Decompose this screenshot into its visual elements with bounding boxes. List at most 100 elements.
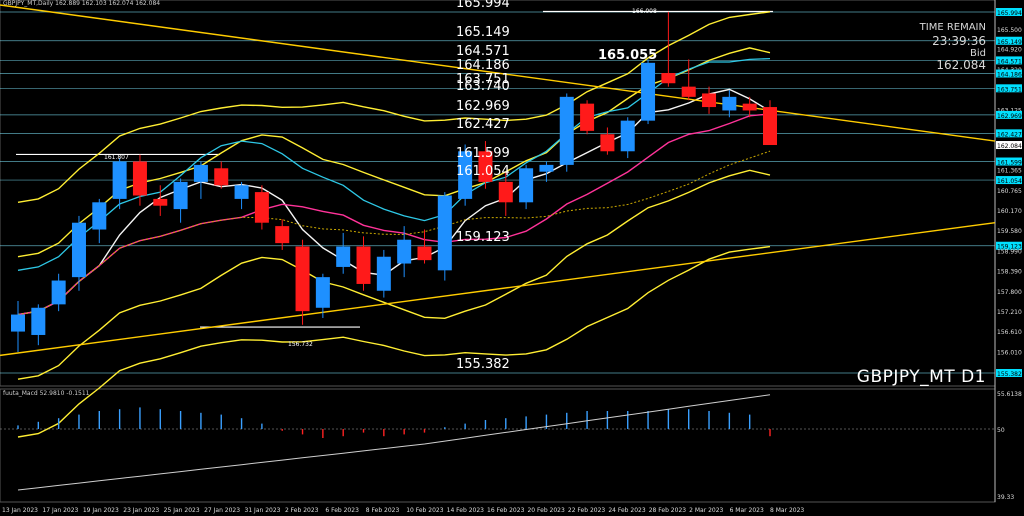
level-label: 155.382 <box>456 357 510 372</box>
cyan-line <box>17 57 771 271</box>
price-tick: 162.969 <box>997 113 1022 120</box>
price-tick: 164.571 <box>997 58 1022 65</box>
date-tick: 6 Mar 2023 <box>730 507 764 514</box>
resistance-trendline <box>0 4 996 142</box>
price-tick: 161.365 <box>997 167 1022 174</box>
macd-tick: 50 <box>997 427 1005 434</box>
band-outer-lower <box>17 245 771 438</box>
current-price-text: 162.084 <box>997 143 1022 150</box>
macd-subwindow <box>0 394 995 491</box>
ma-fast <box>17 88 771 316</box>
level-label: 163.751 <box>456 72 510 88</box>
candle-body <box>397 239 412 264</box>
price-tick: 158.990 <box>997 248 1022 255</box>
price-tick: 162.427 <box>997 131 1022 138</box>
candle-body <box>92 202 107 230</box>
candle-body <box>31 307 46 335</box>
price-tag <box>996 84 1022 93</box>
symbol-label: GBPJPY_MT D1 <box>856 367 986 387</box>
macd-tick: 39.33 <box>997 494 1014 501</box>
candle-body <box>153 198 168 206</box>
price-tag <box>996 176 1022 185</box>
bid-value: 162.084 <box>936 58 986 72</box>
macd-title: fuuta_Macd 52.9810 -0.1511 <box>3 390 90 397</box>
candle-body <box>376 256 391 291</box>
candle-body <box>702 93 717 108</box>
candle-body <box>11 314 25 332</box>
price-tick: 155.382 <box>997 371 1022 378</box>
candle-body <box>661 73 676 84</box>
price-tick: 163.751 <box>997 86 1022 93</box>
candle-body <box>356 246 371 284</box>
candle-body <box>681 86 696 97</box>
price-tick: 156.610 <box>997 329 1022 336</box>
price-tag <box>996 129 1022 138</box>
date-tick: 17 Jan 2023 <box>42 507 78 514</box>
left-high-annotation: 161.807 <box>104 154 129 161</box>
date-tick: 24 Feb 2023 <box>608 507 646 514</box>
date-tick: 27 Jan 2023 <box>204 507 240 514</box>
date-tick: 10 Feb 2023 <box>406 507 444 514</box>
price-tick: 156.010 <box>997 350 1022 357</box>
axes: 165.994165.500165.149164.920164.571164.3… <box>2 8 1022 514</box>
candle-body <box>214 168 229 186</box>
candle-body <box>722 96 737 111</box>
price-tick: 160.765 <box>997 188 1022 195</box>
window-title: GBPJPY_MT,Daily 162.889 162.103 162.074 … <box>3 0 161 7</box>
date-tick: 25 Jan 2023 <box>164 507 200 514</box>
candle-body <box>254 192 269 223</box>
band-lower <box>17 169 771 380</box>
price-tick: 161.054 <box>997 178 1022 185</box>
peak-annotation: 166.008 <box>632 8 657 15</box>
candle-body <box>600 134 615 152</box>
candle-body <box>478 151 493 182</box>
price-tag <box>996 110 1022 119</box>
level-label: 162.427 <box>456 117 510 133</box>
price-tick: 159.123 <box>997 244 1022 251</box>
bid-label: Bid <box>970 48 986 59</box>
macd-frame <box>0 388 996 503</box>
price-tick: 164.186 <box>997 72 1022 79</box>
price-tag <box>996 157 1022 166</box>
price-tag <box>996 241 1022 250</box>
candle-body <box>498 181 513 203</box>
date-tick: 6 Feb 2023 <box>325 507 359 514</box>
level-label: 161.599 <box>456 145 510 161</box>
price-tick: 164.920 <box>997 47 1022 54</box>
date-tick: 19 Jan 2023 <box>83 507 119 514</box>
candle-body <box>641 62 656 121</box>
candle-body <box>112 161 127 199</box>
date-tick: 13 Jan 2023 <box>2 507 38 514</box>
date-tick: 28 Feb 2023 <box>649 507 687 514</box>
price-tag <box>996 69 1022 78</box>
current-price-tag <box>996 141 1022 150</box>
date-tick: 8 Mar 2023 <box>770 507 804 514</box>
macd-tick: 55.6138 <box>997 391 1022 398</box>
band-outer-upper <box>17 11 771 203</box>
chart-grid <box>0 0 996 503</box>
price-tag <box>996 369 1022 378</box>
date-tick: 16 Feb 2023 <box>487 507 525 514</box>
countdown-value: 23:39:36 <box>932 34 986 48</box>
price-tick: 165.994 <box>997 10 1022 17</box>
price-tick: 158.390 <box>997 269 1022 276</box>
candle-body <box>173 181 188 210</box>
candle-body <box>234 185 249 199</box>
candle-body <box>295 246 310 312</box>
date-tick: 2 Mar 2023 <box>689 507 723 514</box>
ma-medium <box>17 113 771 316</box>
support-trendline <box>0 222 996 357</box>
candle-body <box>519 168 534 203</box>
price-tick: 157.210 <box>997 309 1022 316</box>
price-tag <box>996 36 1022 45</box>
date-tick: 20 Feb 2023 <box>527 507 565 514</box>
candle-body <box>315 277 330 308</box>
price-tag <box>996 8 1022 17</box>
level-label: 163.740 <box>456 78 510 94</box>
candle-body <box>275 226 290 244</box>
low-annotation: 156.732 <box>288 341 313 348</box>
price-tag <box>996 56 1022 65</box>
candle-body <box>193 164 208 182</box>
date-tick: 22 Feb 2023 <box>568 507 606 514</box>
